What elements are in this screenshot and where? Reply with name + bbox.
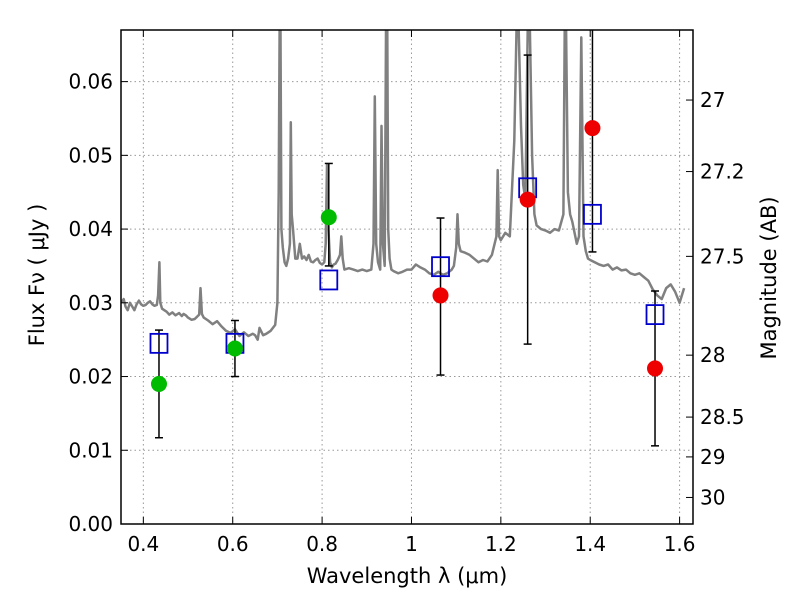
right-tick-label: 27 bbox=[700, 88, 725, 112]
green-point bbox=[320, 209, 337, 226]
grid bbox=[121, 30, 693, 525]
right-axis-label: Magnitude (AB) bbox=[757, 196, 781, 359]
model-squares bbox=[149, 177, 665, 354]
model-square bbox=[319, 269, 339, 291]
spectrum-line bbox=[121, 30, 686, 341]
y-tick-label: 0.04 bbox=[68, 217, 113, 241]
right-tick-label: 27.5 bbox=[700, 244, 745, 268]
x-tick-label: 1.4 bbox=[574, 532, 606, 556]
y-tick-label: 0.02 bbox=[68, 365, 113, 389]
model-square bbox=[645, 304, 665, 326]
model-square bbox=[149, 332, 169, 354]
x-tick-label: 0.6 bbox=[217, 532, 249, 556]
red-point bbox=[432, 287, 449, 304]
x-tick-label: 1.6 bbox=[664, 532, 696, 556]
model-square bbox=[583, 203, 602, 225]
y-tick-label: 0.05 bbox=[68, 143, 113, 167]
x-tick-label: 1 bbox=[405, 532, 418, 556]
y-tick-label: 0.03 bbox=[68, 291, 113, 315]
red-point bbox=[584, 120, 601, 137]
right-tick-label: 28 bbox=[700, 343, 725, 367]
model-square bbox=[431, 256, 450, 278]
right-tick-label: 29 bbox=[700, 445, 725, 469]
red-point bbox=[519, 191, 536, 208]
right-tick-label: 28.5 bbox=[700, 405, 745, 429]
plot-frame bbox=[120, 29, 694, 525]
right-tick-label: 27.2 bbox=[700, 160, 745, 184]
y-axis-label: Flux Fν ( μJy ) bbox=[25, 204, 49, 347]
x-tick-label: 1.2 bbox=[485, 532, 517, 556]
x-tick-label: 0.8 bbox=[306, 532, 338, 556]
y-tick-label: 0.00 bbox=[68, 512, 113, 536]
errorbar bbox=[588, 30, 597, 253]
y-tick-label: 0.01 bbox=[68, 438, 113, 462]
y-tick-label: 0.06 bbox=[68, 70, 113, 94]
plot-area bbox=[121, 30, 686, 447]
ticks: 0.4 0.6 0.8 1 1.2 1.4 1.6 0.00 0.01 0.02 0.03 0.04 0… bbox=[68, 30, 745, 556]
x-axis-label: Wavelength λ (μm) bbox=[307, 564, 508, 588]
x-tick-label: 0.4 bbox=[127, 532, 159, 556]
data-points bbox=[150, 120, 664, 392]
red-point bbox=[647, 360, 664, 377]
green-point bbox=[150, 375, 167, 392]
green-point bbox=[226, 340, 243, 357]
right-tick-label: 30 bbox=[700, 485, 725, 509]
